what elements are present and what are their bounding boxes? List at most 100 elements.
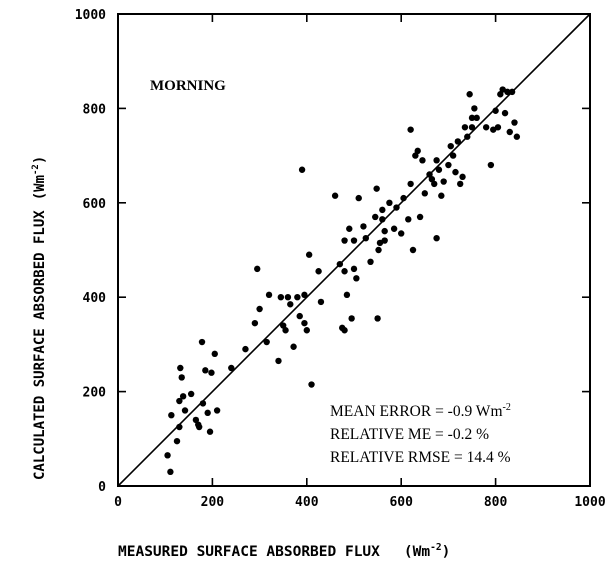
data-point: [192, 416, 200, 424]
data-point: [317, 298, 325, 306]
x-tick-label: 800: [484, 495, 508, 510]
data-point: [341, 268, 348, 275]
data-point: [181, 407, 189, 414]
data-point: [464, 133, 471, 140]
data-point: [440, 178, 447, 185]
data-point: [303, 327, 310, 334]
data-point: [282, 327, 289, 334]
data-point: [393, 204, 400, 211]
data-point: [173, 437, 181, 445]
y-axis-label: CALCULATED SURFACE ABSORBED FLUX (Wm-2): [31, 156, 48, 480]
data-point: [287, 301, 294, 308]
data-point: [336, 260, 344, 268]
data-point: [386, 199, 393, 206]
data-point: [305, 251, 313, 258]
data-point: [471, 105, 478, 112]
data-point: [482, 124, 490, 131]
data-point: [504, 88, 511, 96]
data-point: [208, 369, 215, 376]
data-point: [350, 237, 358, 244]
data-point: [468, 114, 476, 122]
stat-mean-error: MEAN ERROR = -0.9 Wm-2: [330, 402, 511, 420]
data-point: [362, 235, 369, 242]
data-point: [445, 161, 452, 169]
data-point: [390, 225, 398, 232]
y-tick-label: 800: [83, 102, 107, 117]
data-point: [421, 190, 428, 197]
data-point: [376, 239, 384, 247]
data-point: [407, 180, 414, 188]
plot-area: 0 200 400 600 800 1000 0 200 400 600 800 1000: [75, 8, 606, 510]
x-tick-label: 1000: [574, 495, 605, 510]
data-point: [381, 237, 388, 244]
data-points: [164, 86, 521, 476]
y-axis-label-text: CALCULATED SURFACE ABSORBED FLUX: [32, 210, 48, 480]
data-point: [275, 357, 282, 365]
x-axis-unit-close: ): [442, 544, 451, 560]
data-point: [412, 152, 419, 159]
data-point: [487, 161, 495, 169]
data-point: [435, 166, 443, 173]
x-axis-unit: (Wm: [404, 544, 430, 560]
y-tick-label: 600: [83, 197, 107, 212]
data-point: [277, 294, 285, 301]
data-point: [431, 180, 438, 188]
data-point: [167, 468, 174, 476]
data-point: [373, 185, 380, 192]
plot-frame: [117, 13, 591, 487]
data-point: [353, 275, 360, 282]
data-point: [213, 407, 221, 414]
x-tick-label: 0: [114, 495, 122, 510]
data-point: [447, 142, 454, 150]
data-point: [513, 133, 521, 140]
data-point: [360, 223, 367, 230]
data-point: [254, 265, 261, 273]
x-axis-label-text: MEASURED SURFACE ABSORBED FLUX: [118, 544, 380, 560]
data-point: [461, 124, 469, 131]
data-point: [206, 428, 214, 435]
data-point: [508, 88, 516, 96]
x-tick-label: 600: [389, 495, 413, 510]
data-point: [375, 246, 382, 254]
x-tick-label: 200: [201, 495, 225, 510]
data-point: [355, 194, 362, 202]
data-point: [433, 235, 440, 242]
data-point: [506, 128, 513, 136]
y-tick-label: 400: [83, 291, 107, 306]
data-point: [468, 124, 476, 131]
y-tick-labels: 0 200 400 600 800 1000: [75, 8, 106, 495]
data-point: [372, 213, 379, 221]
y-axis-unit: (Wm: [32, 175, 48, 200]
data-point: [284, 294, 292, 301]
y-axis-unit-close: ): [32, 156, 48, 164]
y-tick-label: 1000: [75, 8, 106, 23]
data-point: [511, 119, 518, 126]
stat-relative-rmse: RELATIVE RMSE = 14.4 %: [330, 449, 511, 466]
data-point: [179, 393, 187, 400]
data-point: [367, 258, 374, 265]
data-point: [199, 400, 207, 407]
data-point: [419, 157, 426, 164]
data-point: [202, 367, 209, 374]
data-point: [177, 364, 184, 372]
data-point: [228, 364, 235, 372]
data-point: [490, 126, 497, 133]
data-point: [459, 173, 466, 181]
data-point: [294, 294, 301, 301]
y-axis-unit-sup: -2: [31, 164, 41, 175]
data-point: [331, 192, 339, 199]
data-point: [198, 338, 206, 346]
panel-label: MORNING: [150, 78, 226, 94]
stats-block: MEAN ERROR = -0.9 Wm-2 RELATIVE ME = -0.…: [330, 402, 511, 466]
data-point: [494, 124, 502, 131]
data-point: [263, 338, 270, 346]
data-point: [381, 227, 388, 235]
data-point: [315, 268, 322, 275]
data-point: [195, 423, 203, 431]
data-point: [211, 350, 218, 358]
data-point: [501, 109, 509, 117]
data-point: [398, 230, 405, 237]
data-point: [168, 412, 175, 419]
data-point: [438, 192, 445, 199]
